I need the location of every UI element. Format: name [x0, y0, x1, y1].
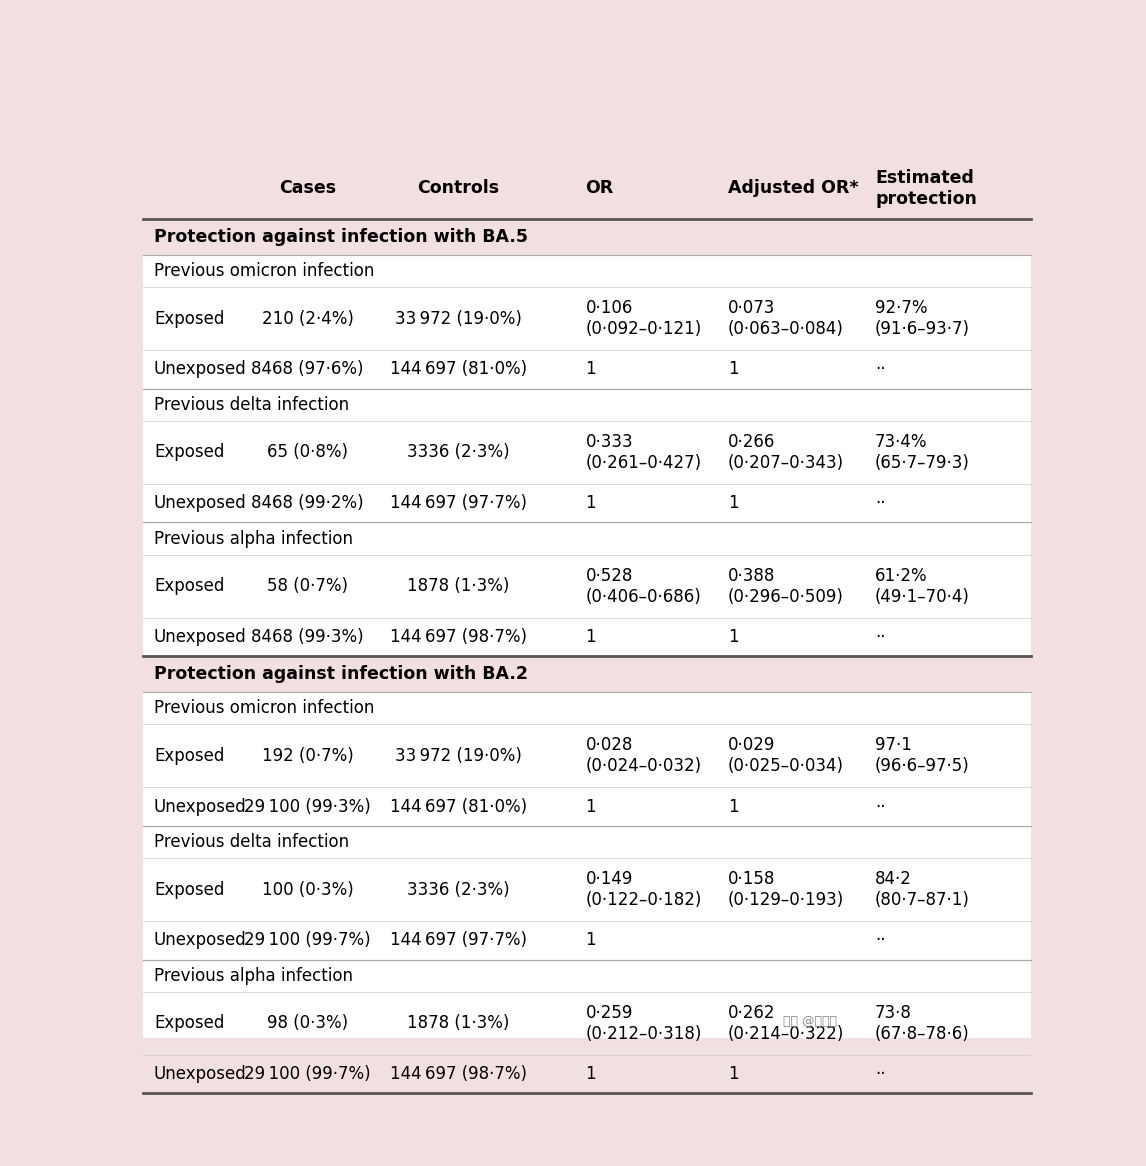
Text: 1: 1 — [586, 627, 596, 646]
Text: 0·029
(0·025–0·034): 0·029 (0·025–0·034) — [728, 737, 843, 775]
Text: Exposed: Exposed — [154, 577, 225, 595]
Text: Protection against infection with BA.2: Protection against infection with BA.2 — [154, 665, 528, 683]
Text: 144 697 (98·7%): 144 697 (98·7%) — [390, 1065, 527, 1083]
Text: 0·259
(0·212–0·318): 0·259 (0·212–0·318) — [586, 1004, 701, 1042]
Text: 8468 (99·3%): 8468 (99·3%) — [251, 627, 364, 646]
Text: 0·149
(0·122–0·182): 0·149 (0·122–0·182) — [586, 870, 701, 909]
Text: 3336 (2·3%): 3336 (2·3%) — [407, 443, 510, 462]
Text: 144 697 (97·7%): 144 697 (97·7%) — [390, 932, 527, 949]
Text: 61·2%
(49·1–70·4): 61·2% (49·1–70·4) — [876, 567, 970, 605]
Text: Unexposed: Unexposed — [154, 932, 246, 949]
Text: Previous alpha infection: Previous alpha infection — [154, 529, 353, 548]
Text: 1: 1 — [728, 798, 738, 815]
Text: 0·266
(0·207–0·343): 0·266 (0·207–0·343) — [728, 433, 843, 472]
Text: ··: ·· — [876, 1065, 886, 1083]
Text: Unexposed: Unexposed — [154, 494, 246, 512]
Bar — [143, 157, 1031, 219]
Text: 58 (0·7%): 58 (0·7%) — [267, 577, 348, 595]
Text: 92·7%
(91·6–93·7): 92·7% (91·6–93·7) — [876, 300, 970, 338]
Text: 29 100 (99·7%): 29 100 (99·7%) — [244, 1065, 371, 1083]
Text: 144 697 (97·7%): 144 697 (97·7%) — [390, 494, 527, 512]
Text: Previous alpha infection: Previous alpha infection — [154, 967, 353, 985]
Text: 1: 1 — [728, 494, 738, 512]
Text: 29 100 (99·7%): 29 100 (99·7%) — [244, 932, 371, 949]
Text: 0·333
(0·261–0·427): 0·333 (0·261–0·427) — [586, 433, 701, 472]
Text: 0·073
(0·063–0·084): 0·073 (0·063–0·084) — [728, 300, 843, 338]
Text: 0·106
(0·092–0·121): 0·106 (0·092–0·121) — [586, 300, 701, 338]
Text: ··: ·· — [876, 627, 886, 646]
Text: 0·262
(0·214–0·322): 0·262 (0·214–0·322) — [728, 1004, 843, 1042]
Text: ··: ·· — [876, 798, 886, 815]
Text: 1: 1 — [728, 360, 738, 378]
Text: OR: OR — [586, 180, 614, 197]
Text: 1: 1 — [728, 1065, 738, 1083]
Text: 100 (0·3%): 100 (0·3%) — [261, 880, 353, 899]
Text: Cases: Cases — [278, 180, 336, 197]
Text: Unexposed: Unexposed — [154, 798, 246, 815]
Text: Estimated
protection: Estimated protection — [876, 169, 976, 208]
Text: Controls: Controls — [417, 180, 500, 197]
Text: 3336 (2·3%): 3336 (2·3%) — [407, 880, 510, 899]
Text: 1: 1 — [586, 494, 596, 512]
Text: 144 697 (98·7%): 144 697 (98·7%) — [390, 627, 527, 646]
Text: ··: ·· — [876, 932, 886, 949]
Text: 知乎 @搬运工: 知乎 @搬运工 — [783, 1016, 837, 1028]
Text: Protection against infection with BA.5: Protection against infection with BA.5 — [154, 227, 528, 246]
Text: 73·8
(67·8–78·6): 73·8 (67·8–78·6) — [876, 1004, 970, 1042]
Text: 97·1
(96·6–97·5): 97·1 (96·6–97·5) — [876, 737, 970, 775]
Text: 73·4%
(65·7–79·3): 73·4% (65·7–79·3) — [876, 433, 970, 472]
Text: 0·528
(0·406–0·686): 0·528 (0·406–0·686) — [586, 567, 701, 605]
Text: Exposed: Exposed — [154, 310, 225, 328]
Text: 98 (0·3%): 98 (0·3%) — [267, 1014, 348, 1032]
Text: 1: 1 — [586, 932, 596, 949]
Text: 210 (2·4%): 210 (2·4%) — [261, 310, 353, 328]
Text: 1878 (1·3%): 1878 (1·3%) — [407, 1014, 510, 1032]
Text: 65 (0·8%): 65 (0·8%) — [267, 443, 348, 462]
Text: Exposed: Exposed — [154, 1014, 225, 1032]
Text: 84·2
(80·7–87·1): 84·2 (80·7–87·1) — [876, 870, 970, 909]
Text: 33 972 (19·0%): 33 972 (19·0%) — [395, 747, 521, 765]
Text: Adjusted OR*: Adjusted OR* — [728, 180, 858, 197]
Text: 0·028
(0·024–0·032): 0·028 (0·024–0·032) — [586, 737, 701, 775]
Text: 192 (0·7%): 192 (0·7%) — [261, 747, 353, 765]
Bar — [143, 219, 1031, 255]
Text: Previous delta infection: Previous delta infection — [154, 395, 350, 414]
Bar — [143, 656, 1031, 693]
Text: 144 697 (81·0%): 144 697 (81·0%) — [390, 360, 527, 378]
Text: 8468 (99·2%): 8468 (99·2%) — [251, 494, 364, 512]
Text: 1878 (1·3%): 1878 (1·3%) — [407, 577, 510, 595]
Text: 144 697 (81·0%): 144 697 (81·0%) — [390, 798, 527, 815]
Text: 0·388
(0·296–0·509): 0·388 (0·296–0·509) — [728, 567, 843, 605]
Text: 33 972 (19·0%): 33 972 (19·0%) — [395, 310, 521, 328]
Text: Exposed: Exposed — [154, 880, 225, 899]
Text: Unexposed: Unexposed — [154, 1065, 246, 1083]
Text: 1: 1 — [586, 1065, 596, 1083]
Text: 29 100 (99·3%): 29 100 (99·3%) — [244, 798, 371, 815]
Text: 1: 1 — [728, 627, 738, 646]
Text: 1: 1 — [586, 798, 596, 815]
Text: 8468 (97·6%): 8468 (97·6%) — [251, 360, 363, 378]
Text: 0·158
(0·129–0·193): 0·158 (0·129–0·193) — [728, 870, 843, 909]
Text: ··: ·· — [876, 494, 886, 512]
Text: Previous delta infection: Previous delta infection — [154, 833, 350, 851]
Text: 1: 1 — [586, 360, 596, 378]
Text: Previous omicron infection: Previous omicron infection — [154, 262, 375, 280]
Text: Exposed: Exposed — [154, 747, 225, 765]
Text: Unexposed: Unexposed — [154, 360, 246, 378]
Text: Previous omicron infection: Previous omicron infection — [154, 700, 375, 717]
Text: ··: ·· — [876, 360, 886, 378]
Text: Exposed: Exposed — [154, 443, 225, 462]
Text: Unexposed: Unexposed — [154, 627, 246, 646]
